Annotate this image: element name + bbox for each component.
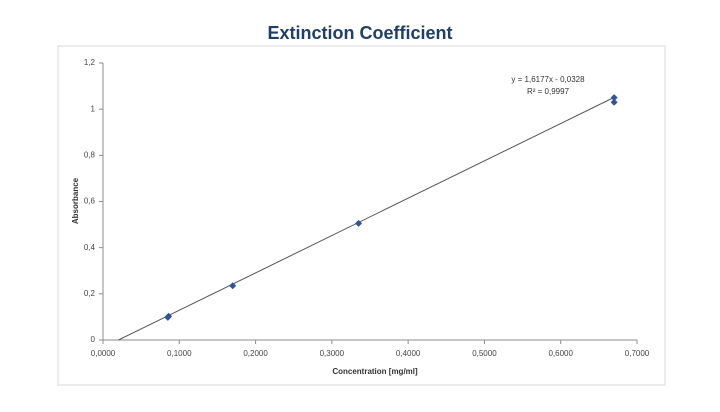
- data-point: [165, 312, 173, 320]
- x-tick-label: 0,2000: [243, 349, 268, 358]
- data-point: [355, 219, 363, 227]
- x-tick-label: 0,7000: [625, 349, 650, 358]
- y-tick-label: 0,2: [84, 289, 96, 298]
- y-tick-label: 0,4: [84, 243, 96, 252]
- data-point: [229, 282, 237, 290]
- y-tick-label: 0,8: [84, 150, 96, 159]
- x-tick-label: 0,6000: [548, 349, 573, 358]
- trendline-equation: y = 1,6177x - 0,0328: [511, 75, 585, 84]
- chart-title: Extinction Coefficient: [267, 23, 452, 43]
- y-axis-label: Absorbance: [71, 177, 80, 224]
- data-point: [610, 94, 618, 102]
- x-tick-label: 0,0000: [91, 349, 116, 358]
- trendline: [118, 96, 615, 341]
- x-axis-label: Concentration [mg/ml]: [332, 367, 418, 376]
- x-tick-label: 0,4000: [396, 349, 421, 358]
- y-tick-label: 0,6: [84, 197, 96, 206]
- y-tick-label: 1,2: [84, 58, 96, 67]
- trendline-r2: R² = 0,9997: [527, 87, 570, 96]
- x-tick-label: 0,5000: [472, 349, 497, 358]
- x-tick-label: 0,1000: [167, 349, 192, 358]
- y-tick-label: 0: [91, 335, 96, 344]
- data-point: [610, 98, 618, 106]
- y-tick-label: 1: [91, 104, 96, 113]
- x-tick-label: 0,3000: [320, 349, 345, 358]
- chart-frame: [57, 45, 666, 386]
